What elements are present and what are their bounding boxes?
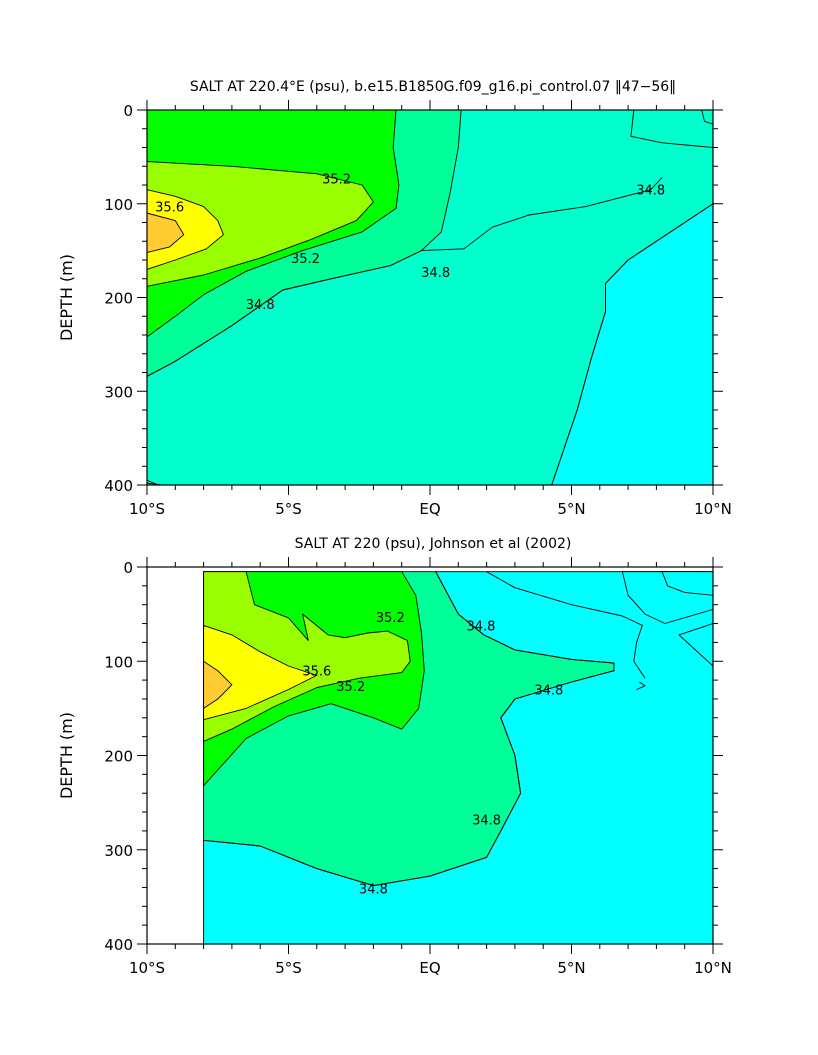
contour-line	[701, 110, 713, 125]
panel-top: 35.6 35.2 35.2 34.8 34.8 34.8 10°S 5°S EQ 5°N 10°N…	[57, 79, 732, 518]
contour-label: 35.2	[322, 172, 351, 187]
y-axis-label: DEPTH (m)	[57, 712, 76, 799]
x-tick-label: 5°N	[557, 500, 585, 518]
y-tick-label: 100	[104, 653, 133, 671]
x-tick-label: 5°S	[275, 500, 302, 518]
contour-label: 35.6	[155, 201, 184, 216]
plot-area: 35.6 35.2 35.2 34.8 34.8 34.8 34.8	[147, 567, 713, 944]
contour-label: 34.8	[246, 298, 275, 313]
chart-title: SALT AT 220.4°E (psu), b.e15.B1850G.f09_…	[190, 79, 676, 95]
x-tick-label: 5°N	[557, 959, 585, 977]
contour-line	[661, 571, 713, 596]
contour-label: 34.8	[472, 814, 501, 829]
y-tick-label: 300	[104, 383, 133, 401]
contour-label: 35.2	[291, 252, 320, 267]
x-tick-label: 10°S	[129, 959, 165, 977]
contour-line	[630, 110, 713, 148]
contour-region	[147, 189, 224, 270]
y-tick-label: 100	[104, 196, 133, 214]
contour-line	[678, 623, 713, 667]
contour-line	[636, 681, 646, 690]
y-tick-label: 400	[104, 936, 133, 954]
x-tick-label: 10°N	[694, 959, 732, 977]
contour-line	[486, 571, 646, 679]
contour-region	[203, 660, 233, 709]
panel-bottom: 35.6 35.2 35.2 34.8 34.8 34.8 34.8 10°S 5°S EQ 5°N…	[57, 536, 732, 977]
contour-label: 34.8	[466, 619, 495, 634]
contour-label: 35.2	[336, 680, 365, 695]
y-tick-label: 400	[104, 477, 133, 495]
x-tick-label: EQ	[419, 959, 440, 977]
contour-label: 34.8	[534, 684, 563, 699]
contour-line	[147, 177, 663, 377]
x-tick-label: EQ	[419, 500, 440, 518]
y-tick-label: 300	[104, 842, 133, 860]
plot-area: 35.6 35.2 35.2 34.8 34.8 34.8	[147, 110, 713, 485]
y-tick-label: 0	[123, 559, 133, 577]
contour-label: 34.8	[421, 266, 450, 281]
y-tick-label: 200	[104, 748, 133, 766]
contour-label: 35.6	[302, 665, 331, 680]
x-tick-label: 5°S	[275, 959, 302, 977]
chart-title: SALT AT 220 (psu), Johnson et al (2002)	[295, 536, 572, 552]
contour-region	[147, 161, 374, 287]
contour-label: 34.8	[359, 882, 388, 897]
contour-region	[203, 624, 318, 721]
contour-label: 34.8	[636, 184, 665, 199]
x-tick-label: 10°S	[129, 500, 165, 518]
contour-label: 35.2	[376, 611, 405, 626]
contour-line	[147, 479, 159, 485]
y-tick-label: 200	[104, 290, 133, 308]
y-tick-label: 0	[123, 102, 133, 120]
contour-line	[551, 203, 713, 485]
contour-line	[203, 571, 615, 887]
contour-region	[621, 571, 713, 624]
contour-region	[147, 212, 185, 253]
y-axis-label: DEPTH (m)	[57, 254, 76, 341]
x-tick-label: 10°N	[694, 500, 732, 518]
